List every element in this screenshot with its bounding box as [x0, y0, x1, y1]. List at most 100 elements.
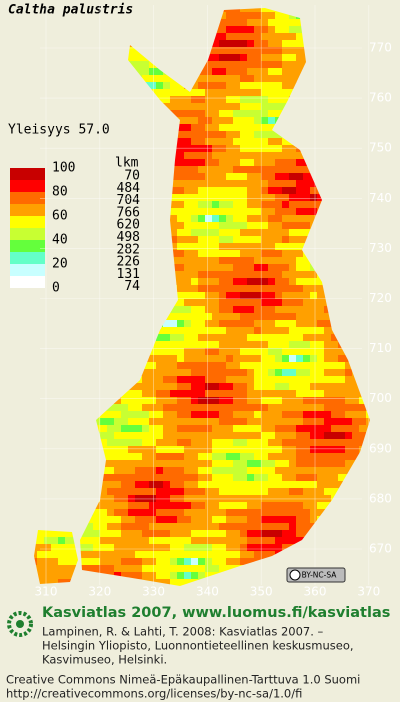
map-cell [289, 257, 296, 264]
map-cell [366, 460, 370, 467]
map-cell [44, 397, 51, 404]
map-cell [331, 446, 338, 453]
map-cell [233, 54, 240, 61]
map-cell [233, 229, 240, 236]
map-cell [107, 488, 114, 495]
map-cell [226, 33, 233, 40]
map-cell [296, 152, 303, 159]
map-cell [191, 425, 198, 432]
map-cell [44, 68, 51, 75]
map-cell [226, 397, 233, 404]
legend-swatch [10, 252, 45, 264]
map-cell [128, 446, 135, 453]
map-cell [177, 285, 184, 292]
map-cell [44, 390, 51, 397]
map-cell [324, 355, 331, 362]
map-cell [156, 404, 163, 411]
map-cell [163, 103, 170, 110]
map-cell [261, 544, 268, 551]
map-cell [191, 103, 198, 110]
map-cell [163, 131, 170, 138]
map-cell [345, 180, 352, 187]
map-cell [184, 474, 191, 481]
map-cell [359, 89, 366, 96]
map-cell [163, 537, 170, 544]
map-cell [79, 138, 86, 145]
map-cell [275, 236, 282, 243]
map-cell [282, 495, 289, 502]
map-cell [212, 229, 219, 236]
map-cell [310, 278, 317, 285]
license-url[interactable]: http://creativecommons.org/licenses/by-n… [6, 687, 302, 701]
map-cell [359, 250, 366, 257]
map-cell [282, 376, 289, 383]
map-cell [86, 509, 93, 516]
map-cell [44, 327, 51, 334]
map-cell [324, 54, 331, 61]
map-cell [79, 355, 86, 362]
map-cell [163, 362, 170, 369]
map-cell [121, 404, 128, 411]
map-cell [254, 250, 261, 257]
map-cell [177, 502, 184, 509]
map-cell [338, 383, 345, 390]
map-cell [100, 411, 107, 418]
map-cell [205, 61, 212, 68]
map-cell [212, 117, 219, 124]
map-cell [93, 530, 100, 537]
map-cell [324, 292, 331, 299]
map-cell [282, 306, 289, 313]
map-cell [324, 243, 331, 250]
map-cell [240, 334, 247, 341]
map-cell [79, 61, 86, 68]
map-cell [58, 425, 65, 432]
map-cell [275, 61, 282, 68]
map-cell [100, 201, 107, 208]
map-cell [93, 558, 100, 565]
map-cell [282, 558, 289, 565]
map-cell [149, 82, 156, 89]
map-cell [212, 33, 219, 40]
map-cell [338, 257, 345, 264]
map-cell [359, 243, 366, 250]
map-cell [170, 488, 177, 495]
map-cell [86, 558, 93, 565]
map-cell [177, 8, 184, 12]
map-cell [44, 285, 51, 292]
map-cell [212, 432, 219, 439]
map-cell [93, 404, 100, 411]
map-cell [324, 551, 331, 558]
map-cell [163, 502, 170, 509]
map-cell [100, 481, 107, 488]
map-cell [163, 173, 170, 180]
map-cell [324, 453, 331, 460]
map-cell [34, 418, 37, 425]
map-cell [254, 572, 261, 579]
map-cell [44, 502, 51, 509]
map-cell [310, 488, 317, 495]
map-cell [247, 194, 254, 201]
map-cell [163, 124, 170, 131]
map-cell [93, 537, 100, 544]
map-cell [177, 509, 184, 516]
map-cell [254, 453, 261, 460]
map-cell [303, 390, 310, 397]
map-cell [79, 544, 86, 551]
map-cell [366, 173, 370, 180]
map-cell [310, 96, 317, 103]
map-cell [72, 278, 79, 285]
map-cell [37, 33, 44, 40]
map-cell [240, 96, 247, 103]
map-cell [352, 278, 359, 285]
map-cell [156, 264, 163, 271]
map-cell [296, 460, 303, 467]
map-cell [121, 551, 128, 558]
map-cell [303, 397, 310, 404]
map-cell [261, 96, 268, 103]
map-cell [121, 425, 128, 432]
map-cell [296, 495, 303, 502]
map-cell [233, 341, 240, 348]
map-cell [282, 369, 289, 376]
map-cell [310, 397, 317, 404]
map-cell [275, 509, 282, 516]
